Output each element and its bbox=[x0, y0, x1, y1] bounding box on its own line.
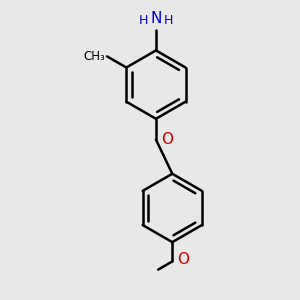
Text: O: O bbox=[177, 253, 189, 268]
Text: H: H bbox=[164, 14, 173, 27]
Text: O: O bbox=[161, 132, 173, 147]
Text: N: N bbox=[150, 11, 162, 26]
Text: CH₃: CH₃ bbox=[83, 50, 105, 63]
Text: H: H bbox=[139, 14, 148, 27]
